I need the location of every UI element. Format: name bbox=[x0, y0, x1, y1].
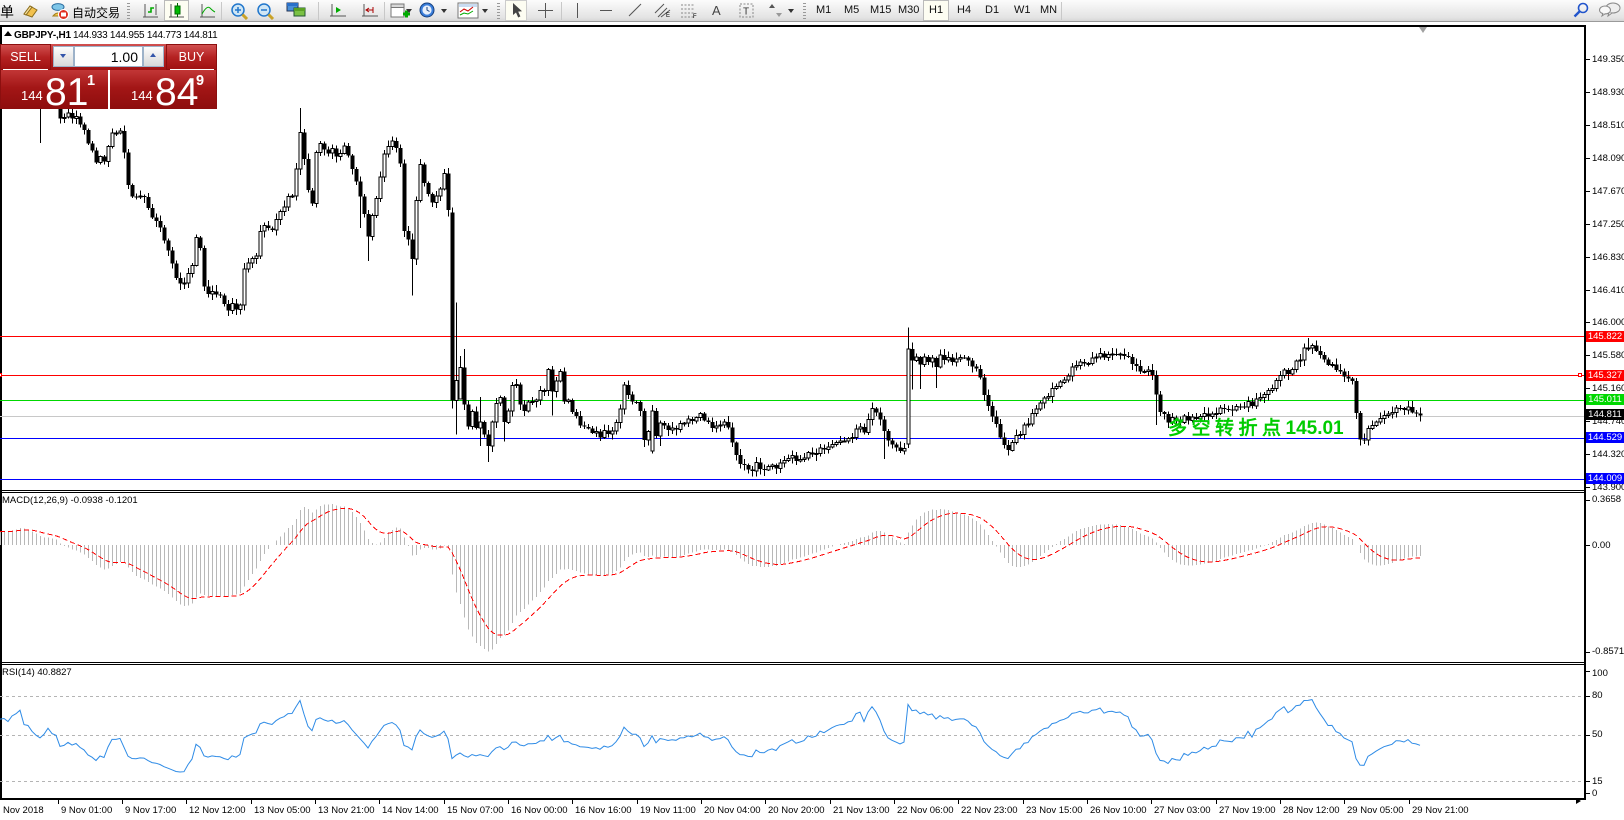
svg-text:T: T bbox=[743, 7, 749, 18]
svg-text:E: E bbox=[666, 13, 670, 18]
svg-text:F: F bbox=[693, 14, 697, 18]
